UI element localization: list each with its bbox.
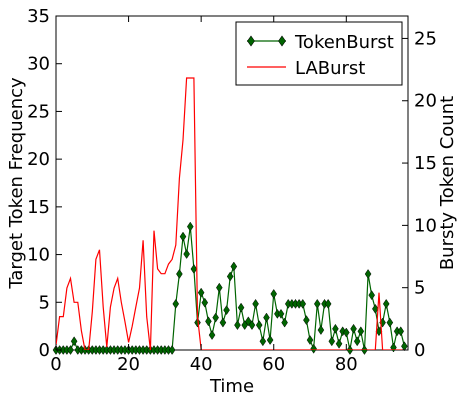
series-point-tokenburst — [335, 338, 343, 349]
series-point-tokenburst — [306, 335, 314, 345]
series-point-tokenburst — [266, 335, 274, 345]
series-point-tokenburst — [310, 343, 317, 354]
series-point-tokenburst — [397, 326, 405, 337]
series-point-tokenburst — [245, 316, 252, 327]
left-axis-ticks: 0 5 10 15 20 25 30 35 — [27, 6, 62, 361]
series-point-tokenburst — [201, 297, 209, 308]
x-tick-label: 0 — [50, 354, 61, 375]
right-tick-label: 15 — [414, 153, 437, 174]
series-point-tokenburst — [277, 308, 285, 319]
series-point-tokenburst — [270, 288, 278, 299]
series-point-tokenburst — [368, 290, 376, 301]
series-point-tokenburst — [259, 336, 267, 347]
series-point-tokenburst — [364, 269, 372, 279]
series-point-tokenburst — [248, 320, 256, 331]
x-tick-label: 80 — [335, 354, 358, 375]
x-tick-label: 40 — [190, 354, 213, 375]
right-tick-label: 0 — [414, 340, 425, 361]
series-point-tokenburst — [401, 341, 408, 352]
series-point-tokenburst — [215, 282, 223, 293]
series-point-tokenburst — [223, 305, 230, 316]
series-point-tokenburst — [328, 336, 336, 347]
legend-laburst-label: LABurst — [295, 58, 365, 79]
right-tick-label: 25 — [414, 28, 437, 49]
series-point-tokenburst — [179, 231, 187, 242]
x-axis-ticks: 0 20 40 60 80 — [50, 16, 358, 375]
right-axis-ticks: 0 5 10 15 20 25 — [402, 28, 437, 361]
series-point-tokenburst — [168, 345, 176, 355]
series-point-tokenburst — [390, 342, 397, 353]
series-point-tokenburst — [212, 312, 219, 323]
x-axis-label: Time — [209, 376, 254, 397]
series-point-tokenburst — [350, 323, 357, 334]
legend-tokenburst-marker — [247, 35, 286, 47]
plot-lines — [52, 77, 408, 355]
left-axis-label: Target Token Frequency — [6, 77, 27, 290]
x-tick-label: 60 — [262, 354, 285, 375]
series-point-tokenburst — [230, 261, 238, 272]
legend-box — [235, 21, 403, 86]
series-point-tokenburst — [172, 298, 180, 309]
left-tick-label: 35 — [27, 6, 50, 27]
series-point-tokenburst — [226, 271, 234, 282]
series-point-tokenburst — [186, 221, 194, 232]
right-tick-label: 5 — [414, 278, 425, 299]
series-point-tokenburst — [332, 323, 339, 334]
legend-tokenburst-label: TokenBurst — [294, 32, 394, 53]
left-tick-label: 10 — [27, 245, 50, 266]
series-point-tokenburst — [372, 303, 379, 314]
series-point-tokenburst — [70, 336, 78, 347]
right-tick-label: 20 — [414, 91, 437, 112]
right-tick-label: 10 — [414, 215, 437, 236]
left-tick-label: 20 — [27, 149, 50, 170]
right-axis-label: Bursty Token Count — [437, 96, 458, 270]
series-point-tokenburst — [252, 298, 259, 309]
series-point-tokenburst — [263, 312, 270, 323]
series-point-tokenburst — [219, 317, 227, 328]
left-tick-label: 5 — [39, 292, 50, 313]
series-point-tokenburst — [176, 269, 183, 279]
series-point-tokenburst — [317, 325, 325, 336]
series-point-tokenburst — [208, 330, 216, 340]
series-point-tokenburst — [197, 287, 205, 298]
series-point-tokenburst — [67, 345, 74, 355]
series-point-tokenburst — [299, 298, 307, 309]
series-point-tokenburst — [303, 315, 310, 326]
series-point-tokenburst — [343, 327, 350, 338]
series-point-tokenburst — [281, 317, 288, 328]
left-tick-label: 15 — [27, 197, 50, 218]
series-point-tokenburst — [255, 320, 263, 331]
series-point-tokenburst — [205, 316, 212, 327]
series-point-tokenburst — [237, 302, 245, 313]
series-point-tokenburst — [324, 298, 332, 309]
series-point-tokenburst — [386, 317, 394, 328]
series-point-tokenburst — [353, 336, 361, 347]
left-tick-label: 30 — [27, 54, 50, 75]
x-tick-label: 20 — [117, 354, 140, 375]
series-line-laburst — [56, 77, 405, 350]
legend: TokenBurst LABurst — [235, 21, 403, 86]
series-point-tokenburst — [183, 249, 190, 259]
series-point-tokenburst — [194, 317, 201, 328]
left-tick-label: 0 — [39, 340, 50, 361]
series-point-tokenburst — [234, 320, 241, 331]
series-point-tokenburst — [190, 264, 198, 274]
left-tick-label: 25 — [27, 101, 50, 122]
series-point-tokenburst — [313, 298, 321, 309]
series-point-tokenburst — [357, 326, 365, 337]
series-point-tokenburst — [382, 298, 390, 309]
